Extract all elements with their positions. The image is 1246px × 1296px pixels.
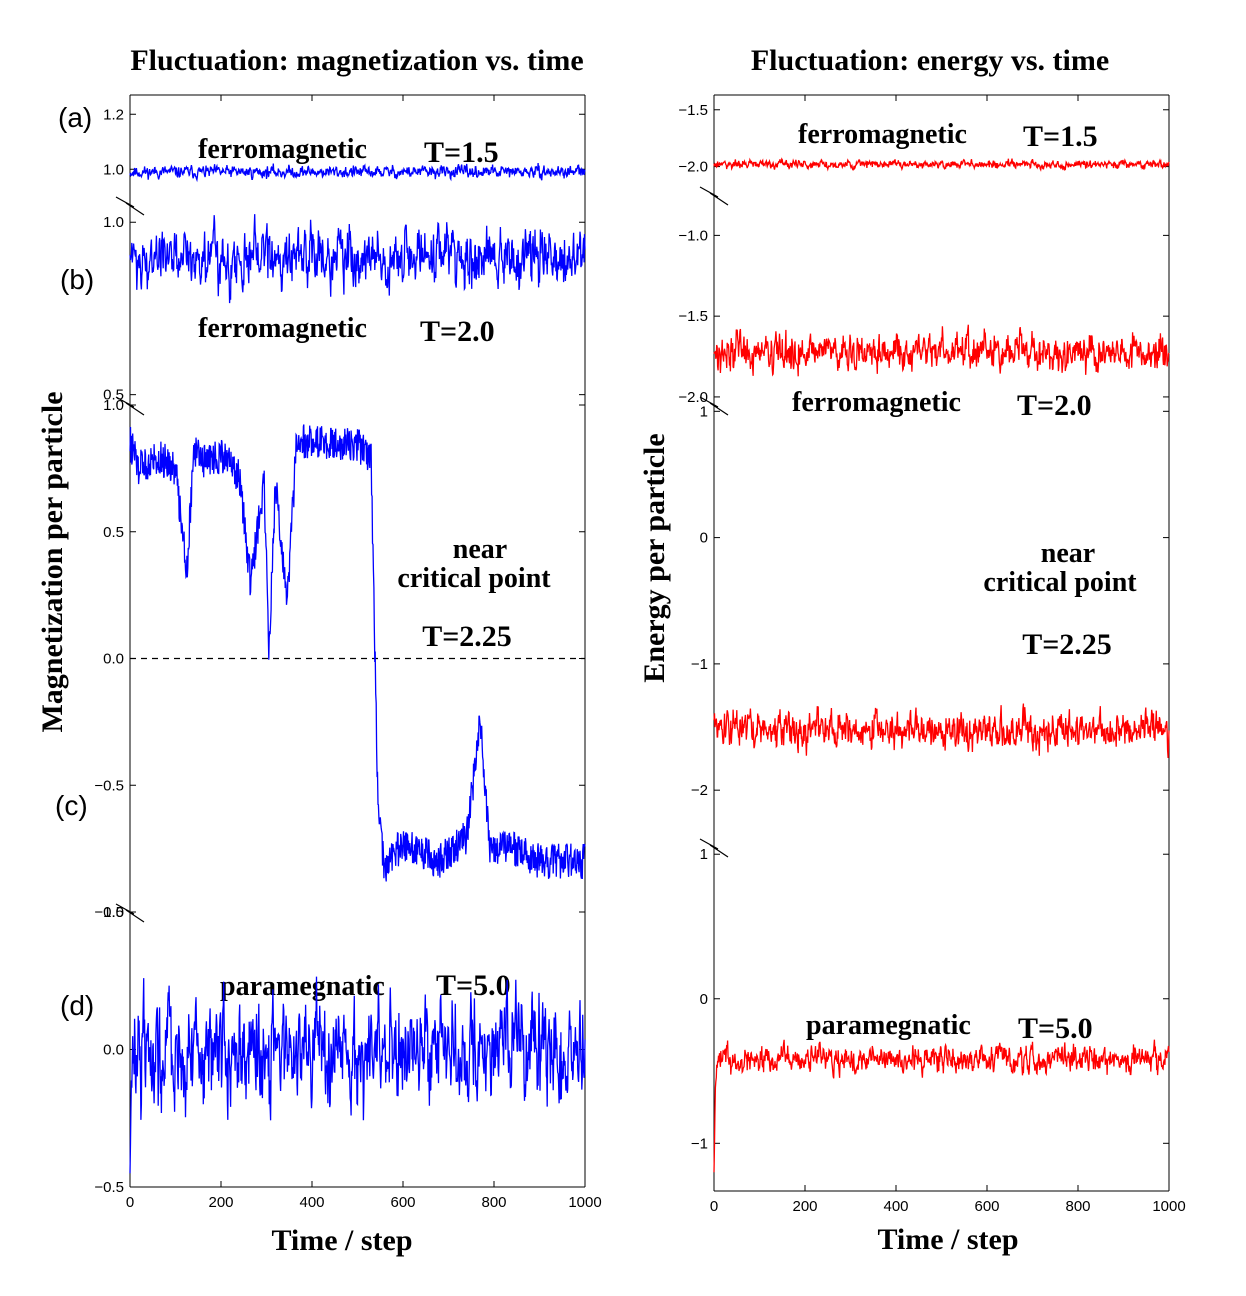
annotation-right-c-line2: critical point — [983, 567, 1137, 598]
annotation-right-b-temp: T=2.0 — [1017, 389, 1092, 422]
right-panel-2-y-tick-label: −2 — [691, 782, 708, 799]
left-panel-2-y-tick-label: 0.5 — [103, 524, 124, 541]
right-panel-0-y-tick-label: −1.5 — [678, 102, 708, 119]
right-panel-3-y-tick-label: 0 — [700, 991, 708, 1008]
right-panel-1-series-line — [713, 324, 1170, 377]
right-chart-title: Fluctuation: energy vs. time — [751, 44, 1109, 77]
panel-label-c: (c) — [55, 790, 88, 821]
annotation-right-c-temp: T=2.25 — [1022, 628, 1112, 661]
right-panel-3-y-tick-label: −1 — [691, 1135, 708, 1152]
annotation-left-d-phase: paramegnatic — [220, 971, 385, 1002]
right-x-tick-label: 600 — [974, 1198, 999, 1215]
left-x-tick-label: 800 — [481, 1194, 506, 1211]
left-panel-3-y-tick-label: −0.5 — [94, 1179, 124, 1196]
left-x-axis-label: Time / step — [271, 1224, 412, 1257]
annotation-right-a-temp: T=1.5 — [1023, 120, 1098, 153]
annotation-left-c-line2: critical point — [397, 563, 551, 594]
annotation-left-a-temp: T=1.5 — [424, 136, 499, 169]
annotation-left-d-temp: T=5.0 — [436, 969, 511, 1002]
left-panel-0-y-tick-label: 1.0 — [103, 161, 124, 178]
right-panel-1-axis-break — [699, 186, 729, 206]
annotation-left-b-temp: T=2.0 — [420, 315, 495, 348]
left-panel-3-y-tick-label: 0.0 — [103, 1042, 124, 1059]
left-panel-2-series-line — [129, 424, 586, 882]
annotation-left-a-phase: ferromagnetic — [198, 134, 367, 165]
annotation-left-c-temp: T=2.25 — [422, 620, 512, 653]
left-y-axis-label: Magnetization per particle — [36, 391, 69, 732]
right-panel-1-y-tick-label: −2.0 — [678, 389, 708, 406]
left-panel-2-y-tick-label: 0.0 — [103, 651, 124, 668]
annotation-right-a-phase: ferromagnetic — [798, 119, 967, 150]
right-panel-3-axis-break — [699, 838, 729, 858]
annotation-right-c-line1: near — [1041, 538, 1095, 569]
right-panel-0-y-tick-label: −2.0 — [678, 159, 708, 176]
right-panel-1-y-tick-label: −1.0 — [678, 227, 708, 244]
annotation-left-c-line1: near — [453, 534, 507, 565]
left-panel-1-axis-break — [115, 196, 145, 216]
left-panel-0-y-tick-label: 1.2 — [103, 106, 124, 123]
right-panel-3-y-tick-label: 1 — [700, 846, 708, 863]
left-panel-2-y-tick-label: 1.0 — [103, 397, 124, 414]
right-panel-2-series-line — [713, 703, 1170, 759]
right-panel-3-series-line — [713, 1039, 1170, 1173]
left-x-tick-label: 400 — [299, 1194, 324, 1211]
right-x-tick-label: 800 — [1065, 1198, 1090, 1215]
left-panel-3-series-line — [129, 976, 586, 1174]
right-panel-2-axis-break — [699, 396, 729, 416]
annotation-left-b-phase: ferromagnetic — [198, 313, 367, 344]
right-x-tick-label: 200 — [792, 1198, 817, 1215]
left-panel-2-y-tick-label: −1.0 — [94, 904, 124, 921]
right-x-tick-label: 0 — [710, 1198, 718, 1215]
right-panel-2-y-tick-label: −1 — [691, 656, 708, 673]
left-chart-title: Fluctuation: magnetization vs. time — [130, 44, 583, 77]
right-x-tick-label: 400 — [883, 1198, 908, 1215]
annotation-right-b-phase: ferromagnetic — [792, 387, 961, 418]
left-x-tick-label: 200 — [208, 1194, 233, 1211]
plot-layer: 1.01.20.51.0−1.0−0.50.00.51.0−0.50.00.50… — [94, 94, 1186, 1215]
left-panel-1-series-line — [129, 214, 586, 304]
left-panel-2-axis-break — [115, 396, 145, 416]
right-panel-2-y-tick-label: 1 — [700, 403, 708, 420]
left-x-tick-label: 0 — [126, 1194, 134, 1211]
left-panel-3-y-tick-label: 0.5 — [103, 904, 124, 921]
right-panel-1-y-tick-label: −1.5 — [678, 308, 708, 325]
left-panel-1-y-tick-label: 1.0 — [103, 214, 124, 231]
right-panel-2-y-tick-label: 0 — [700, 530, 708, 547]
right-x-tick-label: 1000 — [1152, 1198, 1185, 1215]
left-panel-0-series-line — [129, 162, 586, 183]
right-y-axis-label: Energy per particle — [638, 433, 671, 682]
left-x-tick-label: 1000 — [568, 1194, 601, 1211]
right-panel-0-series-line — [713, 157, 1170, 172]
left-panel-2-y-tick-label: −0.5 — [94, 777, 124, 794]
left-panel-1-y-tick-label: 0.5 — [103, 387, 124, 404]
left-panel-3-axis-break — [115, 903, 145, 923]
panel-label-d: (d) — [60, 990, 94, 1021]
panel-label-a: (a) — [58, 102, 92, 133]
panel-label-b: (b) — [60, 264, 94, 295]
right-x-axis-label: Time / step — [877, 1223, 1018, 1256]
left-x-tick-label: 600 — [390, 1194, 415, 1211]
annotation-right-d-temp: T=5.0 — [1018, 1012, 1093, 1045]
annotation-right-d-phase: paramegnatic — [806, 1010, 971, 1041]
